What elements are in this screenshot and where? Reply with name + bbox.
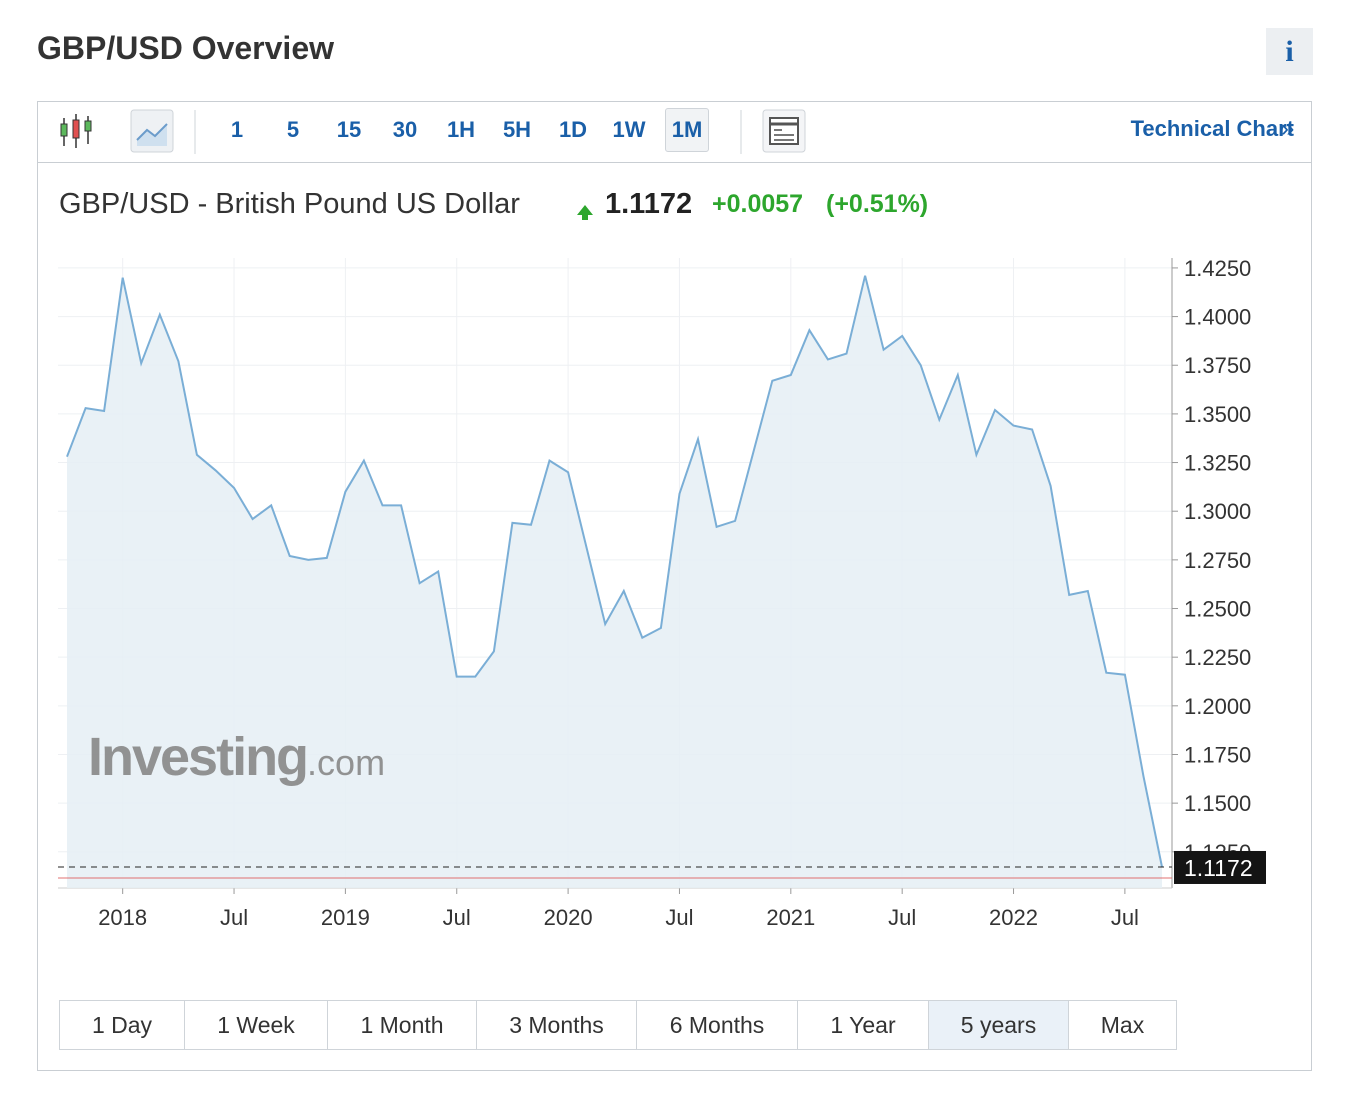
watermark: Investing.com xyxy=(88,727,385,787)
range-button[interactable]: 1 Month xyxy=(328,1001,477,1049)
range-button[interactable]: 1 Week xyxy=(185,1001,328,1049)
price-change: +0.0057 xyxy=(712,190,804,218)
range-selector: 1 Day 1 Week 1 Month 3 Months 6 Months 1 Year… xyxy=(59,1000,1177,1050)
x-tick-label: Jul xyxy=(888,905,916,930)
toolbar xyxy=(38,102,1311,163)
range-button[interactable]: 1 Year xyxy=(798,1001,929,1049)
interval-button[interactable]: 1 xyxy=(230,117,244,142)
y-tick-label: 1.2750 xyxy=(1184,548,1251,573)
interval-button[interactable]: 1W xyxy=(612,117,646,142)
y-tick-label: 1.1750 xyxy=(1184,742,1251,767)
interval-button[interactable]: 1H xyxy=(446,117,476,142)
x-tick-label: 2018 xyxy=(98,905,147,930)
range-button[interactable]: 3 Months xyxy=(477,1001,637,1049)
price-change-percent: (+0.51%) xyxy=(826,190,929,218)
range-button[interactable]: Max xyxy=(1100,1012,1145,1038)
page-title: GBP/USD Overview xyxy=(37,30,334,66)
watermark-suffix: .com xyxy=(307,742,385,783)
info-button[interactable]: i xyxy=(1266,28,1313,75)
y-tick-label: 1.3250 xyxy=(1184,451,1251,476)
instrument-name: GBP/USD - British Pound US Dollar xyxy=(59,188,520,220)
last-price-badge xyxy=(1174,850,1266,884)
last-price-label: 1.1172 xyxy=(1184,855,1253,881)
layout-icon[interactable] xyxy=(762,109,806,153)
link-arrow[interactable]: » xyxy=(1281,115,1295,142)
range-button[interactable]: 6 Months xyxy=(637,1001,798,1049)
line-icon[interactable] xyxy=(130,109,174,153)
range-button[interactable]: 1 Day xyxy=(60,1001,185,1049)
y-tick-label: 1.2250 xyxy=(1184,645,1251,670)
price-line xyxy=(66,275,1163,868)
plot: 1.12501.15001.17501.20001.22501.25001.27… xyxy=(58,256,1266,930)
x-tick-label: Jul xyxy=(443,905,471,930)
y-tick-label: 1.1500 xyxy=(1184,791,1251,816)
watermark-brand: Investing xyxy=(88,727,307,787)
x-tick-label: 2019 xyxy=(321,905,370,930)
y-tick-label: 1.2500 xyxy=(1184,597,1251,622)
technical-chart-link[interactable]: Technical Chart xyxy=(1130,116,1294,141)
area xyxy=(67,275,1162,888)
interval-button[interactable]: 1M xyxy=(665,108,709,152)
up-arrow xyxy=(577,205,593,220)
interval-button[interactable]: 15 xyxy=(336,117,362,142)
y-tick-label: 1.4250 xyxy=(1184,256,1251,281)
y-tick-label: 1.3750 xyxy=(1184,353,1251,378)
x-tick-label: Jul xyxy=(220,905,248,930)
interval-button[interactable]: 1D xyxy=(558,117,588,142)
interval-button[interactable]: 5 xyxy=(286,117,300,142)
interval-button[interactable]: 5H xyxy=(502,117,532,142)
range-button[interactable]: 5 years xyxy=(929,1001,1069,1049)
y-tick-label: 1.3500 xyxy=(1184,402,1251,427)
x-tick-label: 2020 xyxy=(544,905,593,930)
candle-icon[interactable] xyxy=(60,114,92,148)
widget xyxy=(37,101,1312,1071)
x-tick-label: 2022 xyxy=(989,905,1038,930)
x-tick-label: 2021 xyxy=(766,905,815,930)
x-tick-label: Jul xyxy=(665,905,693,930)
interval-button[interactable]: 30 xyxy=(392,117,418,142)
x-tick-label: Jul xyxy=(1111,905,1139,930)
y-tick-label: 1.3000 xyxy=(1184,499,1251,524)
y-tick-label: 1.4000 xyxy=(1184,305,1251,330)
y-tick-label: 1.2000 xyxy=(1184,694,1251,719)
last-price: 1.1172 xyxy=(605,188,693,220)
